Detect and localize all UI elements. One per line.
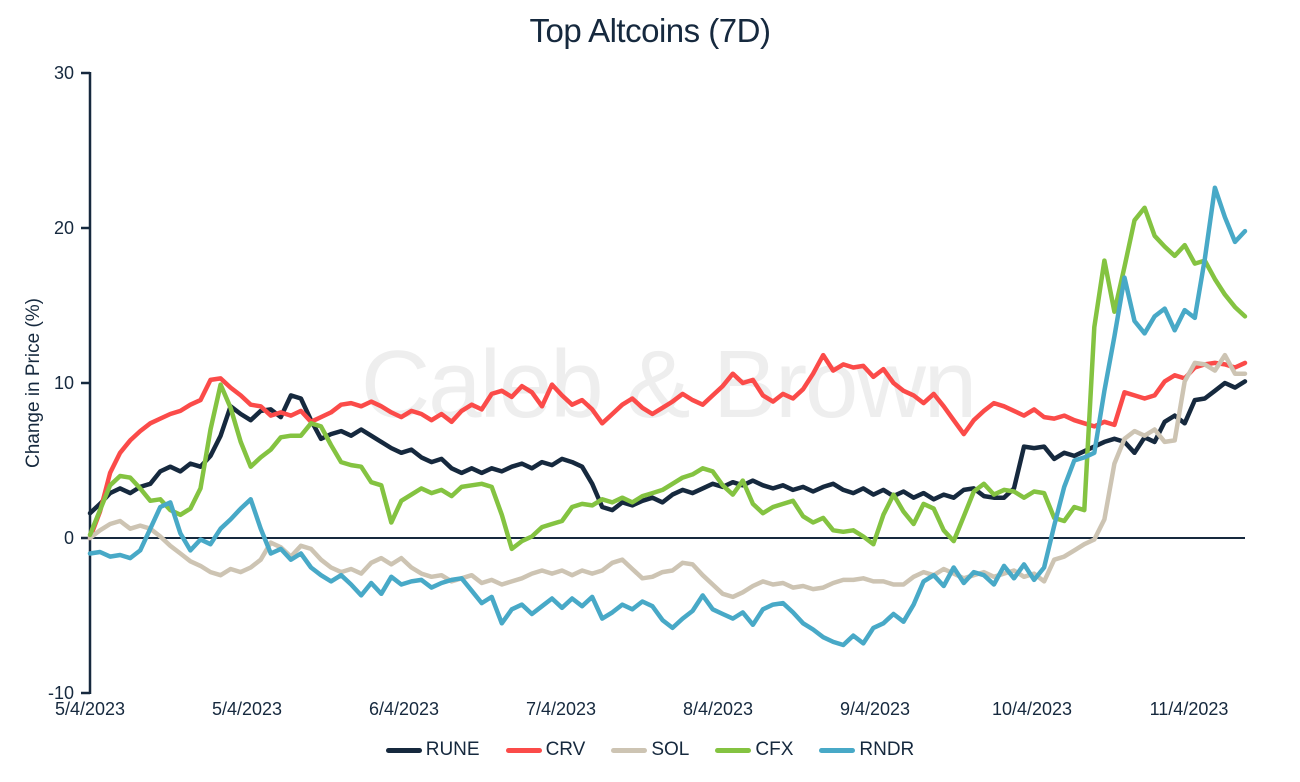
x-tick-label: 7/4/2023 [525, 699, 597, 719]
y-tick-label: 10 [53, 373, 74, 393]
x-tick-label: 5/4/2023 [211, 699, 283, 719]
legend: RUNE CRV SOL CFX RNDR [0, 739, 1300, 761]
legend-item-rune: RUNE [385, 739, 480, 761]
legend-swatch-rune [385, 747, 422, 753]
legend-swatch-crv [505, 747, 542, 753]
legend-item-crv: CRV [505, 739, 586, 761]
y-tick-label: -10 [47, 683, 74, 703]
legend-label: RUNE [425, 739, 480, 760]
legend-item-cfx: CFX [715, 739, 793, 761]
series-line-SOL [87, 352, 1248, 600]
legend-label: SOL [651, 739, 690, 760]
x-tick-label: 6/4/2023 [368, 699, 440, 719]
legend-item-sol: SOL [611, 739, 689, 761]
legend-item-rndr: RNDR [819, 739, 914, 761]
legend-label: RNDR [859, 739, 915, 760]
y-tick-label: 20 [53, 218, 74, 238]
x-tick-label: 9/4/2023 [839, 699, 911, 719]
series-line-CRV [87, 352, 1248, 541]
legend-swatch-cfx [715, 747, 752, 753]
series-line-RNDR [87, 185, 1248, 648]
legend-label: CFX [755, 739, 794, 760]
x-tick-label: 8/4/2023 [682, 699, 754, 719]
y-tick-label: 30 [53, 63, 74, 83]
series-line-CFX [87, 205, 1248, 552]
y-tick-label: 0 [63, 528, 74, 548]
series-line-RUNE [87, 379, 1248, 516]
x-tick-label: 10/4/2023 [991, 699, 1073, 719]
legend-label: CRV [545, 739, 586, 760]
x-tick-label: 5/4/2023 [54, 699, 126, 719]
x-tick-label: 11/4/2023 [1149, 699, 1229, 719]
watermark: Caleb & Brown [360, 331, 977, 438]
legend-swatch-sol [611, 747, 648, 753]
chart-title: Top Altcoins (7D) [529, 12, 771, 49]
legend-swatch-rndr [819, 747, 856, 753]
